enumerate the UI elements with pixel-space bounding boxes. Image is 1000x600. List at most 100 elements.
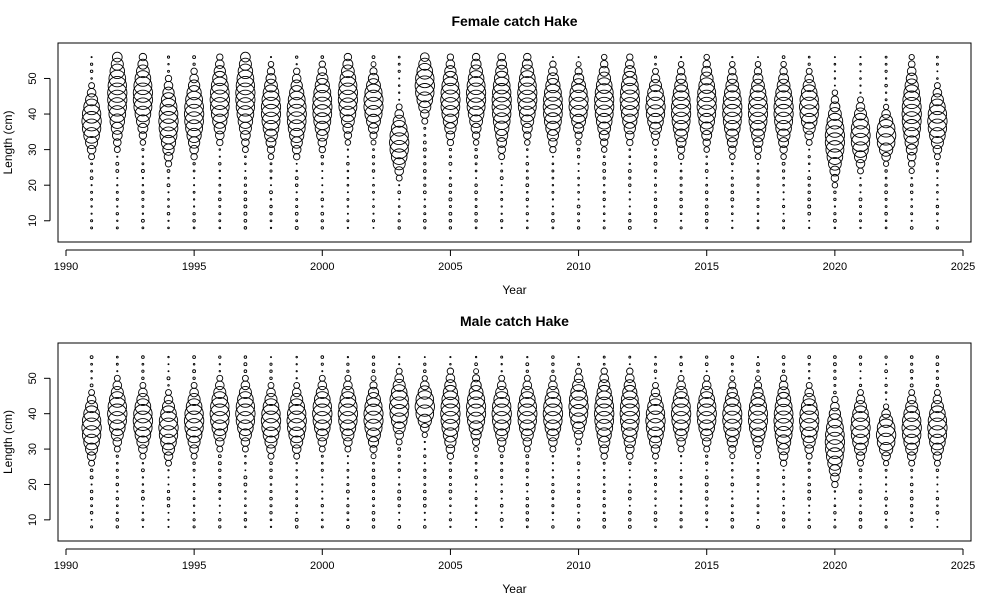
bubble-mark xyxy=(474,497,478,501)
bubble-mark xyxy=(852,112,869,130)
bubble-mark xyxy=(627,525,632,529)
bubble-mark xyxy=(215,380,225,391)
bubble-mark xyxy=(90,212,93,215)
bubble-mark xyxy=(238,428,252,442)
bubble-mark xyxy=(705,518,709,522)
bubble-mark xyxy=(802,435,816,449)
bubble-mark xyxy=(86,394,97,405)
bubble-mark xyxy=(600,60,609,69)
bubble-mark xyxy=(525,197,529,202)
bubble-mark xyxy=(115,362,119,366)
bubble-mark xyxy=(321,184,324,187)
bubble-mark xyxy=(756,212,760,215)
bubble-mark xyxy=(89,489,94,494)
bubble-mark xyxy=(162,86,175,99)
bubble-mark xyxy=(526,155,529,158)
bubble-mark xyxy=(269,162,273,166)
bubble-mark xyxy=(755,375,761,382)
bubble-mark xyxy=(858,383,863,388)
bubble-mark xyxy=(696,403,717,424)
bubble-mark xyxy=(371,362,376,366)
bubble-mark xyxy=(730,355,735,359)
bubble-mark xyxy=(192,369,197,374)
bubble-mark xyxy=(903,405,920,422)
bubble-mark xyxy=(312,104,333,124)
bubble-mark xyxy=(628,496,632,501)
bubble-mark xyxy=(520,386,534,399)
bubble-mark xyxy=(423,369,427,373)
bubble-mark xyxy=(545,78,561,94)
bubble-mark xyxy=(394,430,404,440)
bubble-mark xyxy=(857,459,864,467)
bubble-mark xyxy=(346,191,349,194)
bubble-mark xyxy=(909,355,914,359)
bubble-mark xyxy=(517,76,537,96)
bubble-mark xyxy=(525,461,529,465)
bubble-mark xyxy=(371,525,376,529)
bubble-mark xyxy=(415,404,435,423)
bubble-mark xyxy=(697,396,717,417)
bubble-mark xyxy=(599,373,609,384)
bubble-mark xyxy=(423,212,427,216)
bubble-mark xyxy=(469,64,483,79)
bubble-mark xyxy=(602,489,606,494)
bubble-mark xyxy=(599,444,609,454)
bubble-mark xyxy=(397,468,401,473)
y-tick-label: 10 xyxy=(27,514,39,526)
bubble-mark xyxy=(313,112,332,131)
bubble-mark xyxy=(320,355,325,359)
bubble-mark xyxy=(416,91,434,109)
bubble-mark xyxy=(474,483,478,486)
bubble-mark xyxy=(312,396,332,417)
y-tick-label: 40 xyxy=(27,108,39,120)
bubble-mark xyxy=(805,452,813,460)
bubble-mark xyxy=(705,525,708,529)
bubble-mark xyxy=(218,205,222,208)
bubble-mark xyxy=(723,418,742,437)
bubble-mark xyxy=(295,204,299,209)
bubble-mark xyxy=(799,410,820,431)
bubble-mark xyxy=(367,122,380,134)
bubble-mark xyxy=(577,219,581,223)
bubble-mark xyxy=(677,153,685,160)
bubble-mark xyxy=(138,52,148,62)
bubble-mark xyxy=(86,451,97,461)
bubble-mark xyxy=(750,427,766,443)
bubble-mark xyxy=(625,373,635,384)
bubble-mark xyxy=(927,104,948,124)
bubble-mark xyxy=(929,433,946,451)
bubble-mark xyxy=(679,190,683,194)
bubble-mark xyxy=(696,89,717,110)
bubble-mark xyxy=(750,392,766,407)
bubble-mark xyxy=(107,89,128,110)
bubble-mark xyxy=(568,96,589,117)
bubble-mark xyxy=(295,63,298,66)
bubble-mark xyxy=(111,130,123,141)
bubble-mark xyxy=(261,418,281,438)
bubble-mark xyxy=(184,418,204,438)
bubble-mark xyxy=(551,176,555,180)
bubble-mark xyxy=(422,190,427,195)
bubble-mark xyxy=(679,169,683,173)
bubble-mark xyxy=(724,120,741,137)
bubble-mark xyxy=(628,518,632,522)
bubble-mark xyxy=(244,504,247,508)
bubble-mark xyxy=(288,398,305,415)
bubble-mark xyxy=(491,96,512,117)
bubble-mark xyxy=(293,67,301,75)
bubble-mark xyxy=(884,383,888,388)
bubble-mark xyxy=(395,367,403,375)
bubble-mark xyxy=(748,111,768,131)
bubble-mark xyxy=(261,404,281,424)
bubble-mark xyxy=(218,518,222,522)
bubble-mark xyxy=(852,405,869,422)
bubble-mark xyxy=(906,451,917,461)
bubble-mark xyxy=(828,407,842,420)
bubble-mark xyxy=(320,211,325,216)
bubble-mark xyxy=(371,155,376,159)
bubble-mark xyxy=(370,453,377,460)
bubble-mark xyxy=(671,396,691,417)
bubble-mark xyxy=(241,374,249,382)
bubble-mark xyxy=(392,114,406,128)
bubble-mark xyxy=(884,205,888,208)
